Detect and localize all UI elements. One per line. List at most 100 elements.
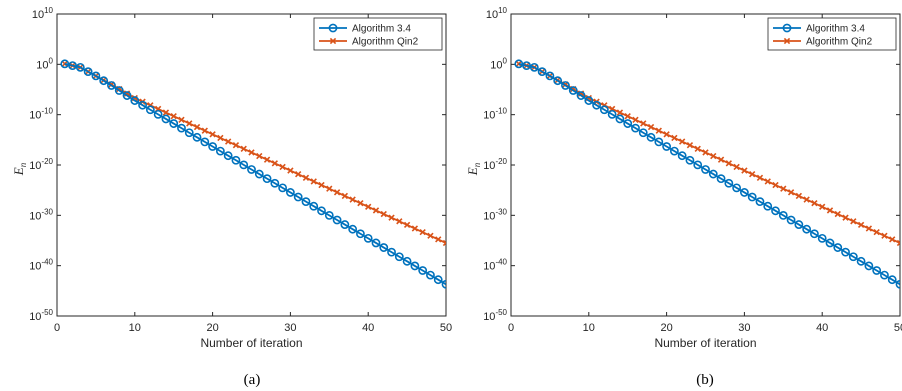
data-point: [640, 120, 647, 127]
legend-x-marker: [783, 37, 791, 45]
legend-item: Algorithm Qin2: [773, 37, 873, 48]
y-tick-label: 100: [490, 56, 507, 71]
y-axis-title: En: [11, 162, 28, 176]
data-point: [685, 155, 695, 165]
x-tick-label: 0: [54, 322, 60, 334]
data-point: [83, 67, 93, 77]
data-point: [442, 239, 446, 247]
y-tick-label: 10-40: [483, 258, 507, 273]
data-point: [107, 81, 116, 90]
y-tick-exponent: 0: [49, 56, 54, 65]
data-point: [864, 261, 874, 271]
y-tick-label: 10-50: [29, 308, 53, 323]
data-point: [169, 119, 179, 128]
x-tick-label: 10: [129, 322, 141, 334]
data-point: [856, 256, 866, 266]
data-point: [254, 169, 264, 179]
data-point: [794, 220, 804, 229]
data-point: [371, 238, 381, 248]
data-point: [749, 170, 756, 178]
data-point: [763, 201, 773, 211]
data-point: [592, 100, 601, 110]
data-point: [811, 199, 818, 207]
data-point: [873, 228, 880, 236]
data-point: [677, 151, 687, 161]
data-point: [278, 183, 288, 193]
data-point: [394, 252, 404, 262]
data-point: [669, 146, 679, 156]
data-point: [170, 113, 177, 120]
data-point: [317, 206, 326, 216]
data-point: [810, 229, 819, 239]
y-tick-base: 10: [483, 160, 495, 172]
data-point: [693, 160, 703, 170]
y-tick-base: 10: [483, 311, 495, 323]
data-point: [161, 114, 171, 124]
data-point: [778, 210, 788, 220]
data-point: [293, 192, 303, 202]
legend-label: Algorithm 3.4: [352, 24, 411, 35]
data-point: [419, 228, 426, 236]
y-axis-title-subscript: n: [18, 162, 28, 167]
data-point: [834, 210, 841, 218]
data-point: [772, 181, 779, 189]
data-point: [857, 221, 865, 229]
data-point: [803, 196, 810, 203]
legend-item: Algorithm Qin2: [319, 37, 419, 48]
data-point: [678, 138, 686, 145]
data-point: [178, 116, 185, 123]
data-point: [441, 279, 446, 289]
data-point: [310, 178, 317, 185]
x-tick-label: 40: [816, 322, 828, 334]
y-tick-exponent: -40: [495, 258, 507, 267]
data-point: [615, 114, 625, 124]
y-tick-label: 10-20: [483, 157, 507, 172]
data-point: [848, 252, 858, 262]
series-algorithm-3-4: [60, 59, 446, 289]
data-point: [708, 169, 718, 179]
data-point: [724, 178, 734, 188]
legend-label: Algorithm Qin2: [352, 37, 419, 48]
data-point: [647, 123, 655, 131]
data-point: [537, 67, 547, 77]
data-point: [771, 206, 780, 216]
legend-box: [767, 17, 897, 51]
legend-item: Algorithm 3.4: [773, 24, 865, 35]
data-point: [363, 233, 373, 243]
data-point: [427, 232, 434, 239]
y-tick-base: 10: [29, 110, 41, 122]
data-point: [584, 96, 594, 105]
data-point: [349, 196, 356, 203]
data-point: [193, 123, 201, 131]
y-tick-label: 10-10: [483, 107, 507, 122]
data-point: [819, 203, 826, 210]
data-point: [426, 270, 435, 280]
y-tick-exponent: 0: [503, 56, 508, 65]
legend-label: Algorithm 3.4: [806, 24, 865, 35]
data-point: [780, 185, 787, 192]
data-point: [302, 174, 310, 181]
x-tick-label: 10: [583, 322, 595, 334]
data-point: [75, 62, 85, 72]
data-point: [716, 174, 726, 184]
legend-box: [313, 17, 443, 51]
data-point: [896, 239, 900, 247]
data-point: [333, 189, 341, 196]
data-point: [655, 127, 662, 134]
data-point: [654, 137, 664, 147]
data-point: [710, 152, 717, 160]
y-tick-exponent: -10: [495, 107, 507, 116]
panel-caption: (a): [244, 372, 261, 388]
data-point: [341, 192, 349, 200]
data-point: [130, 96, 140, 105]
data-point: [702, 149, 709, 156]
data-point: [309, 201, 319, 211]
data-point: [324, 210, 334, 220]
legend-circle-marker: [328, 23, 338, 33]
y-tick-base: 10: [29, 160, 41, 172]
data-point: [279, 163, 286, 171]
data-point: [240, 145, 247, 152]
data-point: [638, 128, 648, 138]
data-point: [826, 207, 834, 214]
data-point: [248, 149, 255, 156]
